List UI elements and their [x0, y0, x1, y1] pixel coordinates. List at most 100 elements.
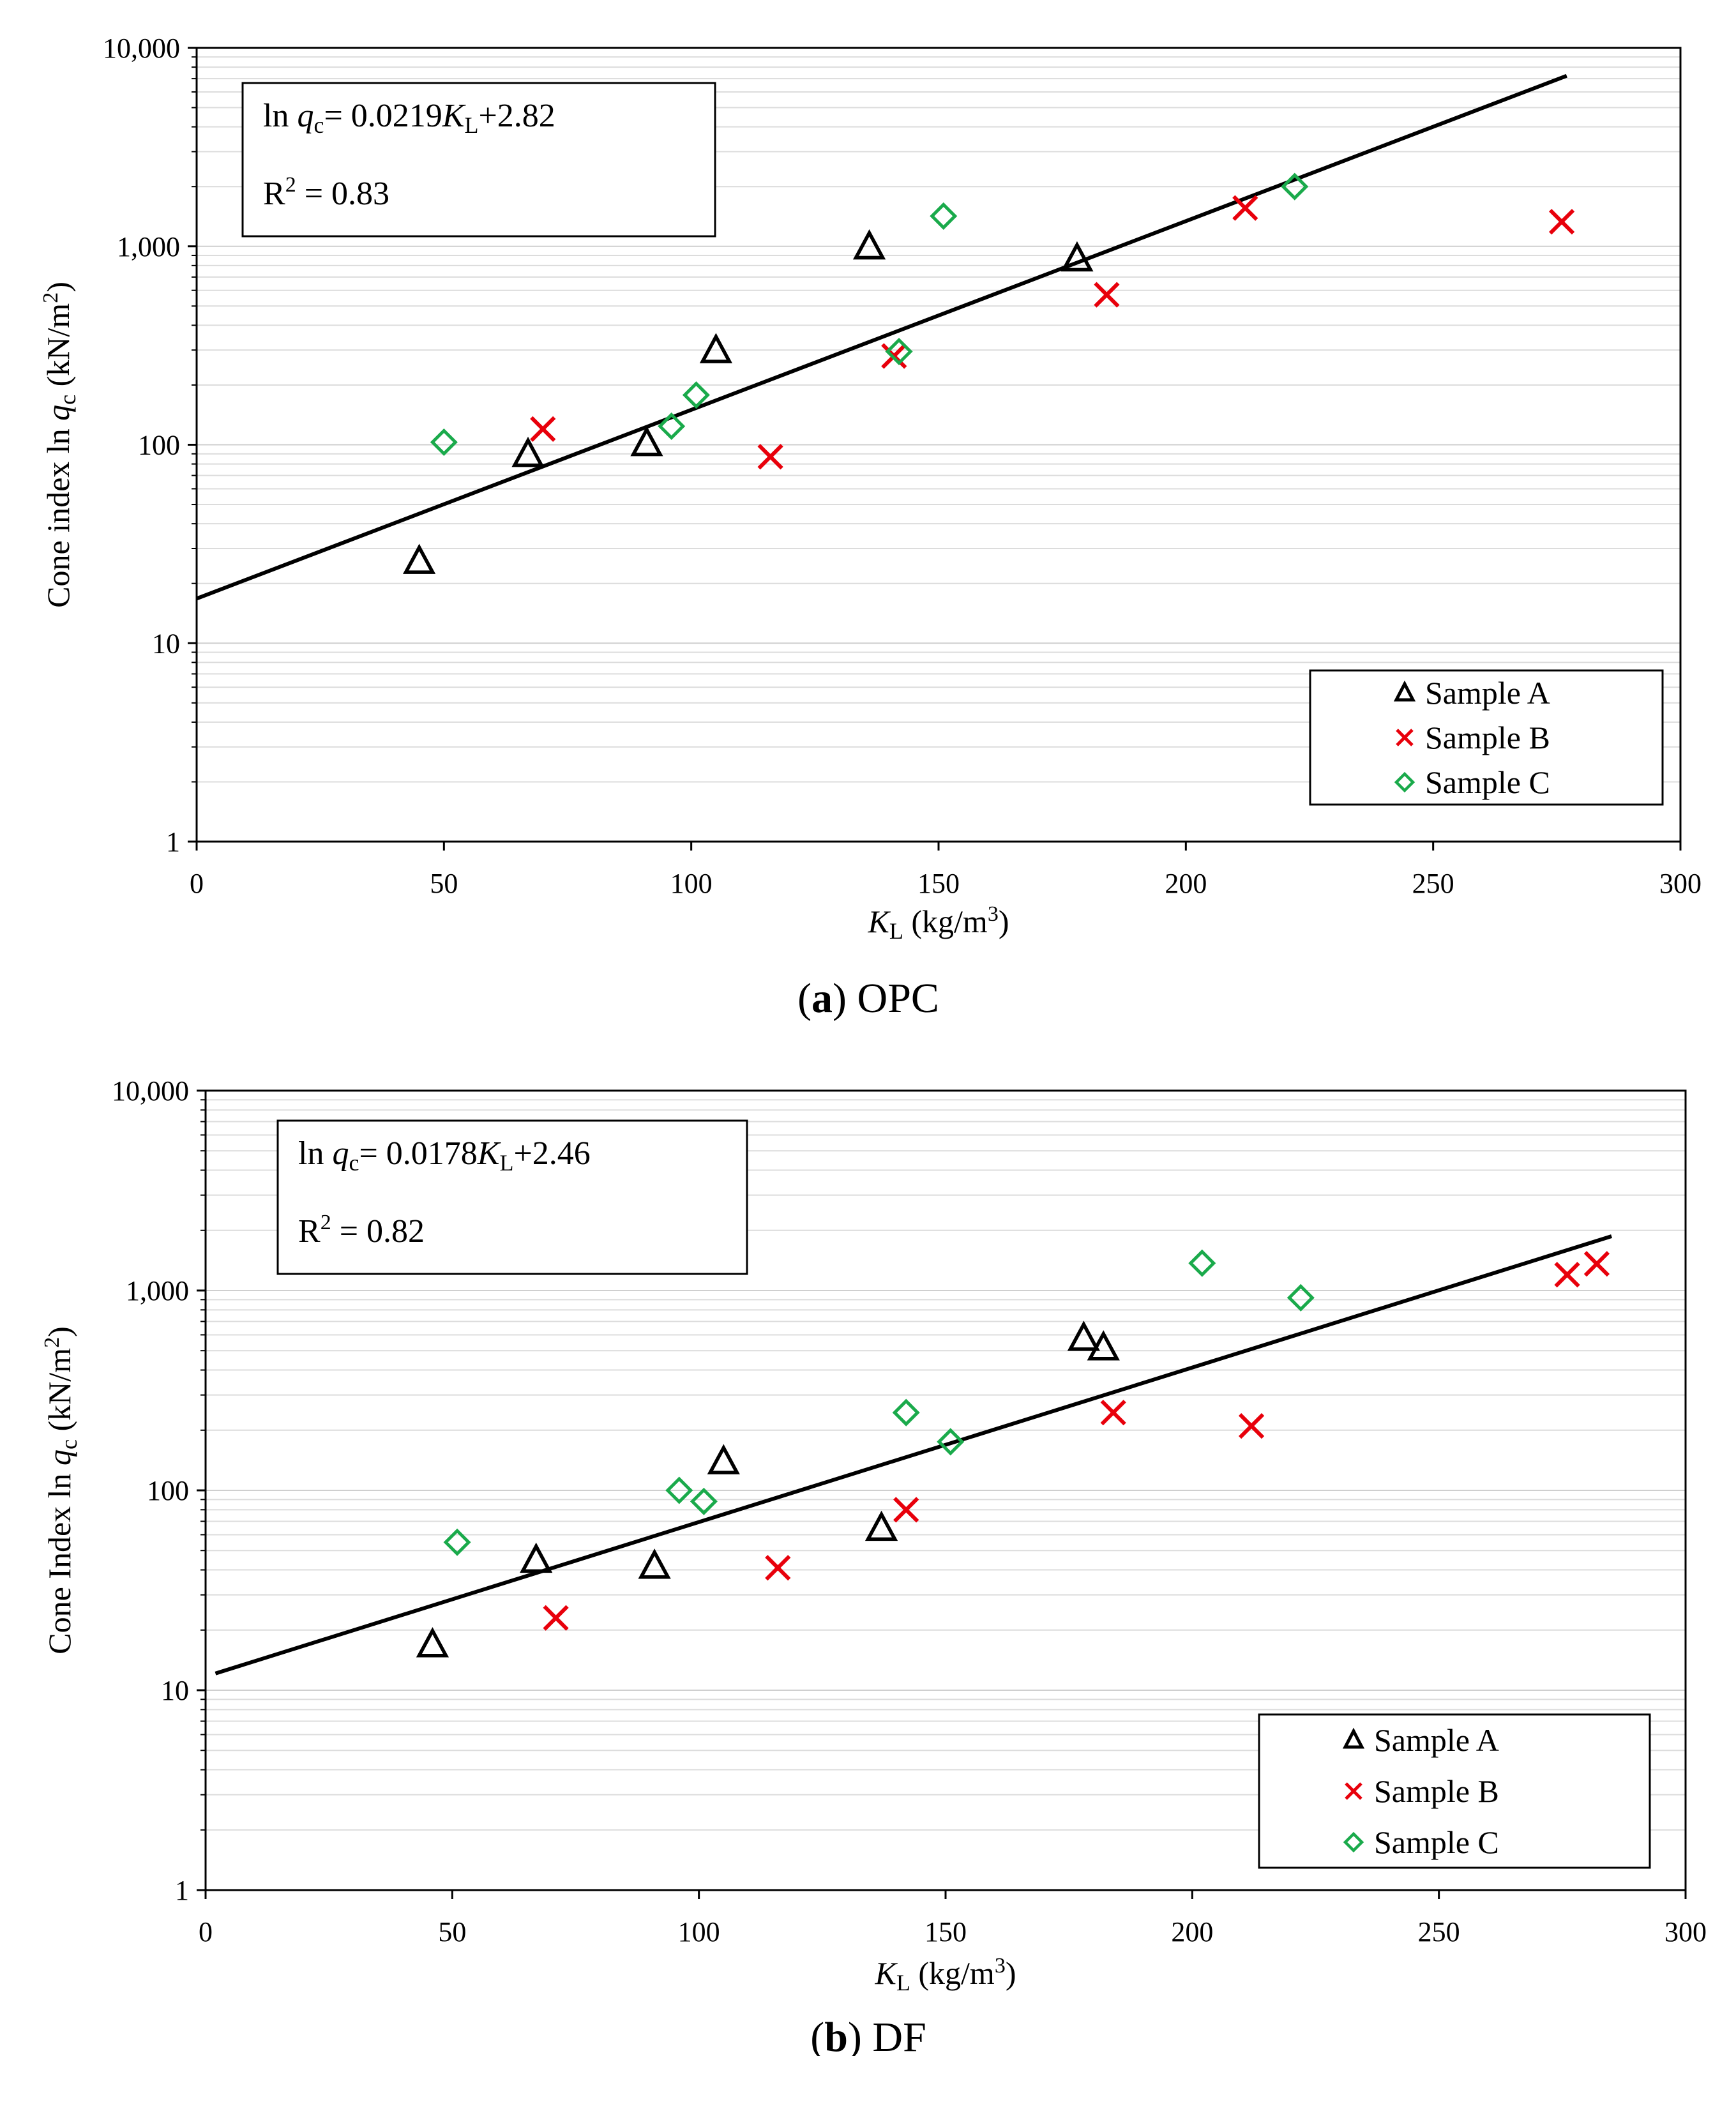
y-tick-label: 1 — [175, 1875, 189, 1906]
data-point — [1281, 172, 1309, 201]
x-stroke — [1232, 195, 1258, 221]
data-point — [430, 428, 458, 457]
r2-sup: 2 — [285, 173, 296, 197]
y-tick-label: 10 — [161, 1675, 189, 1706]
data-point — [893, 1497, 919, 1523]
equation-box — [241, 82, 716, 238]
series-sample-b — [530, 195, 1575, 470]
legend-item: Sample A — [1393, 675, 1550, 711]
data-point — [1548, 209, 1575, 235]
caption-paren: ( — [810, 2014, 824, 2056]
r-squared: R2 = 0.82 — [298, 1211, 425, 1250]
series-sample-b — [543, 1251, 1610, 1631]
y-tick-label: 1 — [166, 826, 180, 858]
legend-item: Sample B — [1345, 1773, 1499, 1809]
x-stroke — [1583, 1251, 1610, 1277]
y-axis: 1 10 100 1,000 10,000 — [103, 33, 197, 858]
data-point — [885, 337, 913, 366]
regression-equation: ln qc= 0.0219KL+2.82 — [263, 98, 555, 138]
legend — [1258, 1713, 1651, 1869]
data-point — [1100, 1400, 1126, 1426]
eq-k: K — [477, 1135, 501, 1172]
data-point — [930, 202, 958, 230]
x-stroke — [765, 1555, 791, 1581]
x-axis-units: (kg/m — [910, 1955, 995, 1991]
legend-item: Sample B — [1396, 720, 1550, 755]
y-axis-prefix: Cone index ln — [40, 421, 76, 608]
gridlines — [206, 1099, 1686, 1831]
y-axis-units-close: ) — [42, 1326, 77, 1337]
x-axis-title: KL (kg/m3) — [875, 1954, 1016, 1995]
data-point — [416, 1627, 449, 1658]
data-point — [511, 436, 545, 467]
data-point — [864, 1510, 898, 1541]
eq-sub: c — [349, 1150, 359, 1176]
data-point — [402, 543, 436, 574]
legend-label: Sample A — [1425, 675, 1550, 711]
x-stroke — [1548, 209, 1575, 235]
y-tick-label: 10 — [152, 628, 180, 659]
r2-value: = 0.83 — [296, 176, 389, 212]
data-point — [1067, 1321, 1100, 1351]
legend-label: Sample C — [1374, 1824, 1499, 1860]
figure-caption: (b) DF — [810, 2014, 926, 2056]
caption-text: OPC — [857, 975, 939, 1022]
data-point — [765, 1555, 791, 1581]
data-point — [757, 444, 783, 470]
legend-label: Sample B — [1374, 1773, 1499, 1809]
regression-equation: ln qc= 0.0178KL+2.46 — [298, 1135, 591, 1176]
legend-label: Sample C — [1425, 764, 1550, 800]
y-tick-label: 100 — [147, 1475, 189, 1506]
x-axis-sub: L — [896, 1970, 910, 1995]
equation-box — [276, 1119, 748, 1275]
y-axis-var: q — [40, 405, 76, 421]
data-point — [1094, 282, 1120, 308]
eq-intercept: +2.46 — [513, 1135, 590, 1172]
x-axis-units-sup: 3 — [988, 902, 999, 926]
trendline — [215, 1234, 1612, 1676]
x-tick-label: 150 — [917, 868, 960, 899]
trendline — [195, 73, 1567, 601]
legend — [1309, 669, 1664, 806]
data-point — [1232, 195, 1258, 221]
x-stroke — [543, 1605, 569, 1631]
x-tick-label: 300 — [1664, 1916, 1707, 1948]
data-point — [520, 1542, 553, 1573]
y-axis-var: q — [42, 1449, 77, 1465]
data-point — [682, 381, 710, 409]
figure-caption: (a) OPC — [797, 975, 939, 1022]
data-point — [1238, 1413, 1265, 1439]
data-point — [1554, 1262, 1580, 1288]
legend-marker — [1345, 1782, 1362, 1800]
x-axis: 0 50 100 150 200 250 300 — [190, 842, 1702, 899]
x-tick-label: 200 — [1165, 868, 1207, 899]
data-point — [892, 1398, 920, 1427]
x-axis-var: K — [875, 1955, 898, 1991]
x-tick-label: 150 — [925, 1916, 967, 1948]
y-axis-units: (kN/m — [40, 303, 76, 395]
data-point — [630, 426, 663, 457]
x-stroke — [1554, 1262, 1580, 1288]
data-point — [1087, 1330, 1120, 1361]
x-tick-label: 200 — [1171, 1916, 1213, 1948]
y-axis-units-sup: 2 — [39, 292, 63, 303]
x-tick-label: 0 — [190, 868, 204, 899]
eq-k-sub: L — [499, 1150, 513, 1176]
caption-letter: a — [811, 975, 833, 1022]
data-point — [1060, 241, 1094, 272]
x-stroke — [757, 444, 783, 470]
y-axis-sub: c — [55, 395, 80, 405]
data-point — [658, 412, 686, 441]
data-point — [1583, 1251, 1610, 1277]
legend-marker — [1393, 680, 1416, 702]
eq-sub: c — [313, 112, 324, 138]
data-point — [1188, 1249, 1216, 1277]
r2-sup: 2 — [321, 1211, 331, 1234]
eq-k: K — [442, 98, 466, 134]
x-axis-units-close: ) — [1006, 1955, 1016, 1991]
x-axis-units-close: ) — [999, 904, 1009, 939]
eq-intercept: +2.82 — [478, 98, 555, 134]
r2-value: = 0.82 — [331, 1213, 425, 1250]
data-point — [638, 1548, 671, 1579]
caption-text: DF — [872, 2014, 926, 2056]
